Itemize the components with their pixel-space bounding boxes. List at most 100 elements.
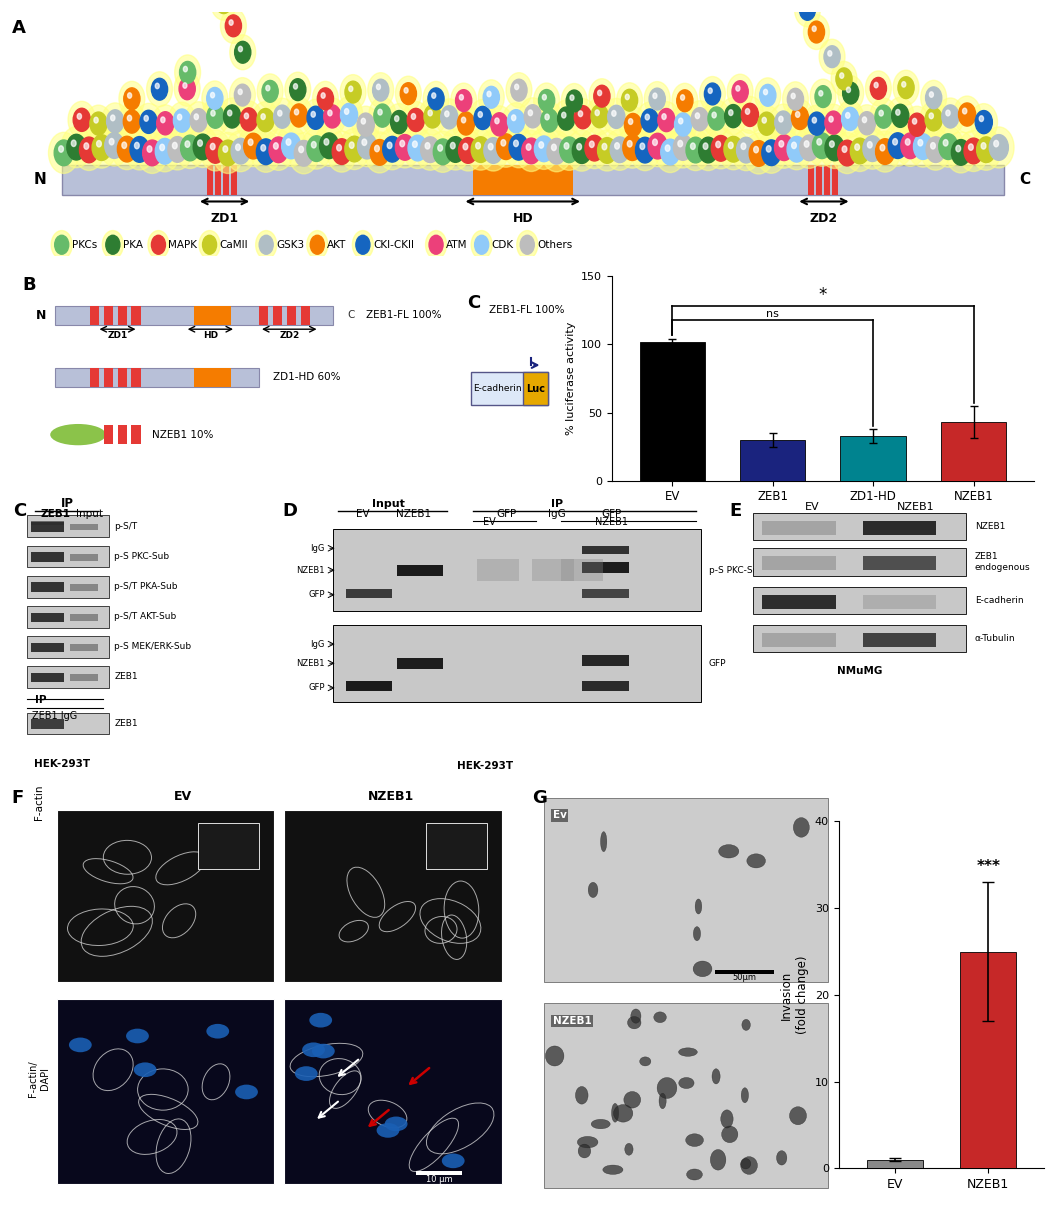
Circle shape — [147, 72, 172, 107]
Circle shape — [213, 133, 244, 174]
Circle shape — [678, 140, 683, 147]
Circle shape — [438, 145, 442, 151]
Circle shape — [779, 117, 783, 122]
Bar — [473, 166, 573, 195]
Circle shape — [770, 105, 797, 141]
Circle shape — [238, 46, 243, 51]
Circle shape — [173, 110, 191, 133]
Circle shape — [230, 78, 255, 113]
Bar — [55, 305, 333, 325]
Ellipse shape — [639, 1056, 651, 1066]
Circle shape — [812, 117, 817, 123]
Circle shape — [810, 79, 836, 114]
Circle shape — [185, 141, 190, 147]
Circle shape — [351, 125, 382, 167]
Circle shape — [791, 94, 795, 99]
Ellipse shape — [654, 1011, 667, 1022]
Bar — [426, 823, 487, 869]
Circle shape — [202, 99, 229, 135]
Circle shape — [264, 129, 293, 170]
Circle shape — [842, 146, 847, 152]
Circle shape — [318, 88, 333, 110]
Text: IP: IP — [551, 499, 563, 509]
Circle shape — [293, 84, 298, 89]
Circle shape — [307, 230, 328, 259]
Text: ZEB1: ZEB1 — [114, 719, 138, 728]
Text: NZEB1: NZEB1 — [897, 501, 935, 512]
Circle shape — [888, 133, 907, 158]
Circle shape — [908, 113, 925, 136]
Ellipse shape — [612, 1104, 618, 1122]
Circle shape — [162, 129, 193, 170]
Text: CKI-CKII: CKI-CKII — [372, 240, 414, 249]
Circle shape — [475, 235, 488, 254]
Bar — [532, 560, 574, 582]
Ellipse shape — [742, 1088, 748, 1103]
Text: p-S PKC-Sub: p-S PKC-Sub — [114, 553, 170, 561]
Circle shape — [487, 91, 491, 96]
Circle shape — [152, 105, 179, 142]
Circle shape — [846, 88, 850, 92]
Circle shape — [130, 136, 149, 162]
Ellipse shape — [207, 1023, 229, 1038]
Bar — [194, 305, 231, 325]
Circle shape — [319, 97, 346, 135]
Circle shape — [929, 91, 934, 97]
Circle shape — [396, 77, 421, 111]
Circle shape — [428, 110, 433, 116]
Circle shape — [744, 133, 774, 174]
Circle shape — [260, 235, 273, 254]
Circle shape — [190, 108, 207, 131]
Circle shape — [324, 105, 341, 128]
Ellipse shape — [614, 1105, 633, 1122]
Circle shape — [428, 88, 444, 110]
Circle shape — [731, 129, 762, 170]
Circle shape — [803, 105, 830, 142]
Circle shape — [670, 106, 696, 142]
Circle shape — [421, 136, 440, 163]
Bar — [26, 576, 109, 598]
Circle shape — [502, 102, 530, 140]
Circle shape — [459, 138, 478, 163]
Ellipse shape — [602, 1165, 622, 1174]
Circle shape — [321, 92, 325, 99]
Circle shape — [59, 146, 63, 152]
Circle shape — [561, 84, 588, 118]
Bar — [301, 305, 310, 325]
Circle shape — [619, 107, 647, 144]
Circle shape — [122, 142, 127, 148]
Circle shape — [177, 114, 181, 120]
Circle shape — [590, 141, 594, 147]
Circle shape — [261, 113, 265, 119]
Bar — [132, 305, 140, 325]
Circle shape — [816, 85, 831, 107]
Circle shape — [522, 138, 541, 164]
Bar — [26, 606, 109, 628]
Ellipse shape — [628, 1016, 641, 1028]
Bar — [346, 682, 392, 691]
Circle shape — [977, 136, 996, 163]
Circle shape — [794, 0, 821, 27]
Circle shape — [147, 146, 152, 152]
Circle shape — [194, 114, 198, 119]
Circle shape — [831, 61, 857, 96]
Circle shape — [478, 112, 482, 117]
Text: ZEB1: ZEB1 — [114, 673, 138, 682]
Circle shape — [375, 145, 380, 152]
Circle shape — [895, 125, 925, 167]
Circle shape — [55, 235, 69, 254]
Circle shape — [820, 105, 847, 141]
Circle shape — [921, 80, 946, 116]
Circle shape — [552, 144, 556, 151]
Circle shape — [345, 108, 349, 114]
Circle shape — [269, 99, 295, 135]
Text: NZEB1: NZEB1 — [396, 509, 431, 518]
Circle shape — [104, 133, 123, 158]
Circle shape — [358, 113, 375, 136]
Circle shape — [718, 129, 749, 170]
Circle shape — [838, 140, 857, 166]
Circle shape — [483, 86, 499, 108]
Circle shape — [824, 46, 840, 68]
Text: GFP: GFP — [601, 509, 622, 518]
Bar — [90, 368, 99, 387]
